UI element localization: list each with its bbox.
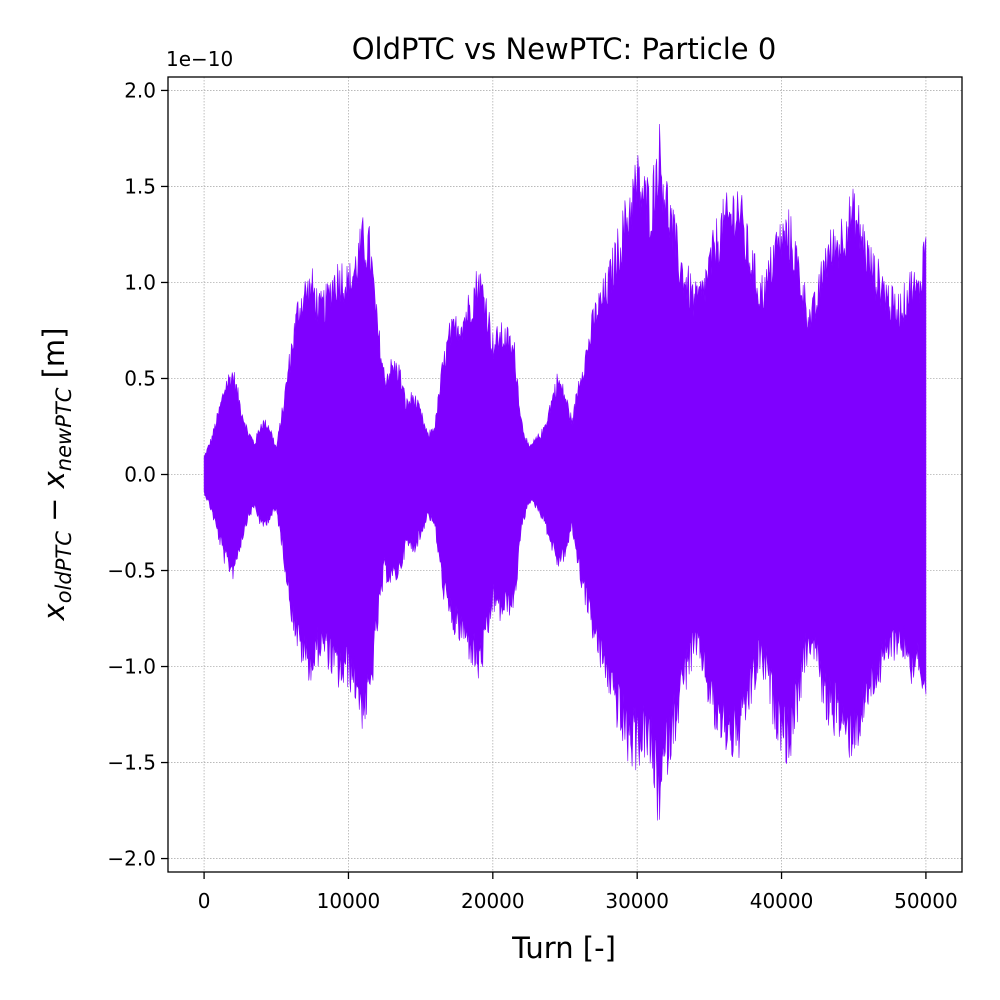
series-envelope-area (203, 123, 927, 821)
y-tick-label: −2.0 (107, 847, 156, 871)
data-layer (203, 123, 927, 821)
x-tick-label: 0 (198, 889, 211, 913)
y-axis-ticks: −2.0 −1.5 −1.0 −0.5 0.0 0.5 1.0 1.5 2.0 (107, 78, 168, 871)
y-label-sub-1: oldPTC (52, 531, 76, 604)
y-tick-label: 1.5 (124, 174, 156, 198)
x-tick-label: 40000 (750, 889, 814, 913)
y-label-sub-2: newPTC (52, 387, 76, 471)
x-tick-label: 50000 (894, 889, 958, 913)
y-tick-label: −1.5 (107, 751, 156, 775)
y-axis-label: xoldPTC − xnewPTC [m] (37, 328, 76, 622)
x-axis-ticks: 0 10000 20000 30000 40000 50000 (198, 872, 958, 913)
x-tick-label: 30000 (605, 889, 669, 913)
chart-title: OldPTC vs NewPTC: Particle 0 (352, 32, 777, 66)
x-tick-label: 10000 (317, 889, 381, 913)
y-label-var-1: x (37, 602, 71, 621)
y-tick-label: 0.5 (124, 366, 156, 390)
y-tick-label: 1.0 (124, 270, 156, 294)
x-tick-label: 20000 (461, 889, 525, 913)
x-axis-label: Turn [-] (511, 931, 616, 965)
y-tick-label: 0.0 (124, 463, 156, 487)
y-tick-label: 2.0 (124, 78, 156, 102)
y-label-minus: − (37, 488, 71, 531)
y-label-unit: [m] (37, 328, 71, 388)
y-tick-label: −1.0 (107, 655, 156, 679)
y-tick-label: −0.5 (107, 559, 156, 583)
y-axis-offset-label: 1e−10 (166, 47, 233, 71)
y-label-var-2: x (37, 470, 71, 489)
